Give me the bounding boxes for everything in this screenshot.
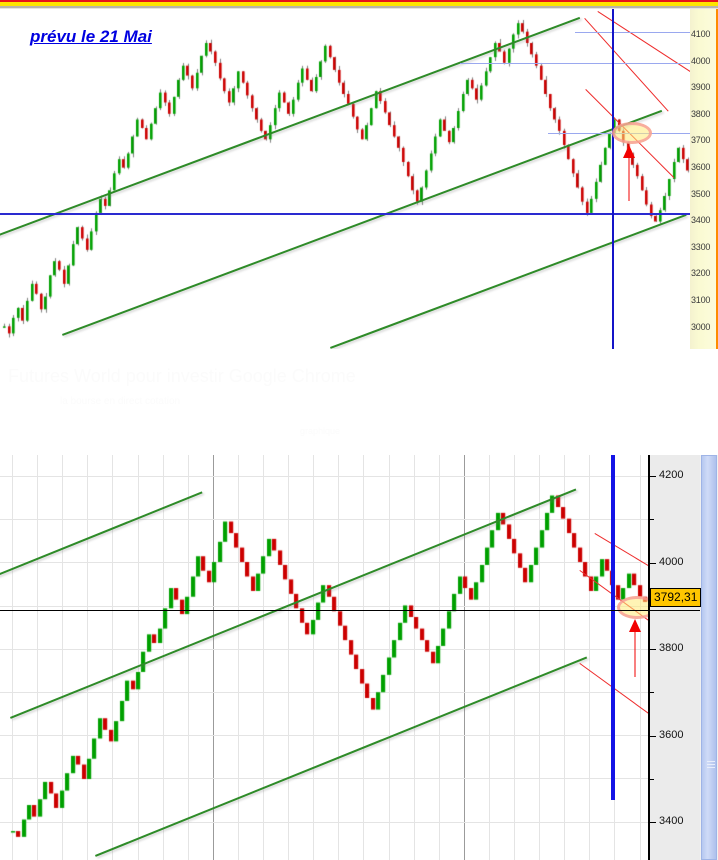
forecast-chart-panel[interactable] xyxy=(0,9,718,349)
axis-tick-label: 3600 xyxy=(691,162,711,172)
axis-tick-label: 3500 xyxy=(691,188,711,199)
axis-tick-label: 3200 xyxy=(691,268,711,279)
actual-chart-panel[interactable] xyxy=(0,455,718,860)
arrow-shaft xyxy=(634,632,636,677)
vertical-cursor-line-bottom xyxy=(611,455,615,800)
axis-tick-major xyxy=(650,649,656,650)
axis-tick-major xyxy=(650,735,656,737)
level-line-middle xyxy=(460,63,690,64)
axis-tick-label: 3300 xyxy=(691,241,711,252)
ghost-text-line-1: Futures World pour investir Google Chrom… xyxy=(8,366,356,386)
vertical-scrollbar[interactable] xyxy=(700,455,718,860)
axis-tick-label: 3800 xyxy=(691,108,711,119)
axis-tick-label: 3000 xyxy=(691,321,711,332)
up-arrow-marker-top xyxy=(622,145,636,201)
level-line-upper xyxy=(575,32,690,33)
axis-tick-minor xyxy=(650,778,654,780)
banner-stripe-red xyxy=(0,0,718,2)
scrollbar-thumb[interactable] xyxy=(701,455,717,860)
axis-tick-minor xyxy=(650,692,654,694)
axis-tick-label: 4100 xyxy=(691,29,711,39)
banner-stripe-yellow xyxy=(0,2,718,6)
banner-stripe-light xyxy=(0,8,718,9)
current-price-line xyxy=(0,610,700,611)
forecast-candlestick-canvas xyxy=(0,9,690,349)
axis-tick-label: 3900 xyxy=(691,82,711,93)
forecast-chart-plot[interactable] xyxy=(0,9,690,349)
axis-tick-major xyxy=(650,562,656,564)
axis-tick-major xyxy=(650,476,656,477)
axis-tick-major xyxy=(650,822,656,823)
axis-tick-label: 4200 xyxy=(659,469,684,481)
banner-stripe-grey xyxy=(0,6,718,8)
faded-background-text-area: Futures World pour investir Google Chrom… xyxy=(0,352,718,452)
axis-tick-label: 4000 xyxy=(691,55,711,66)
forecast-price-axis[interactable]: 4100 4000 3900 3800 3700 3600 3500 3400 3300 3200… xyxy=(690,9,718,349)
support-line-main xyxy=(0,213,690,215)
axis-tick-label: 3600 xyxy=(659,728,684,741)
actual-chart-plot[interactable] xyxy=(0,455,648,860)
ghost-text-line-3: graphique xyxy=(300,426,341,436)
vertical-cursor-line-top xyxy=(612,9,614,349)
arrow-head-icon xyxy=(629,619,641,632)
axis-tick-label: 3400 xyxy=(691,215,711,226)
top-decorative-banner xyxy=(0,0,718,9)
current-price-badge[interactable]: 3792,31 xyxy=(650,588,702,607)
axis-tick-label: 3700 xyxy=(691,135,711,146)
highlight-ellipse-bottom xyxy=(617,596,648,619)
axis-tick-minor xyxy=(650,519,654,521)
forecast-chart-title: prévu le 21 Mai xyxy=(30,27,152,46)
up-arrow-marker-bottom xyxy=(628,619,642,677)
arrow-head-icon xyxy=(623,145,635,158)
axis-tick-label: 3400 xyxy=(659,815,684,827)
actual-price-axis[interactable]: 4200400038003600340032003000 xyxy=(648,455,700,860)
arrow-shaft xyxy=(628,158,630,201)
actual-candlestick-canvas xyxy=(0,455,648,860)
axis-tick-label: 4000 xyxy=(659,555,684,568)
scrollbar-grip-icon xyxy=(707,761,715,768)
axis-tick-label: 3100 xyxy=(691,295,711,305)
highlight-ellipse-top xyxy=(612,122,652,144)
axis-tick-label: 3800 xyxy=(659,642,684,654)
ghost-text-line-2: la bourse en direct cotation xyxy=(60,396,181,407)
